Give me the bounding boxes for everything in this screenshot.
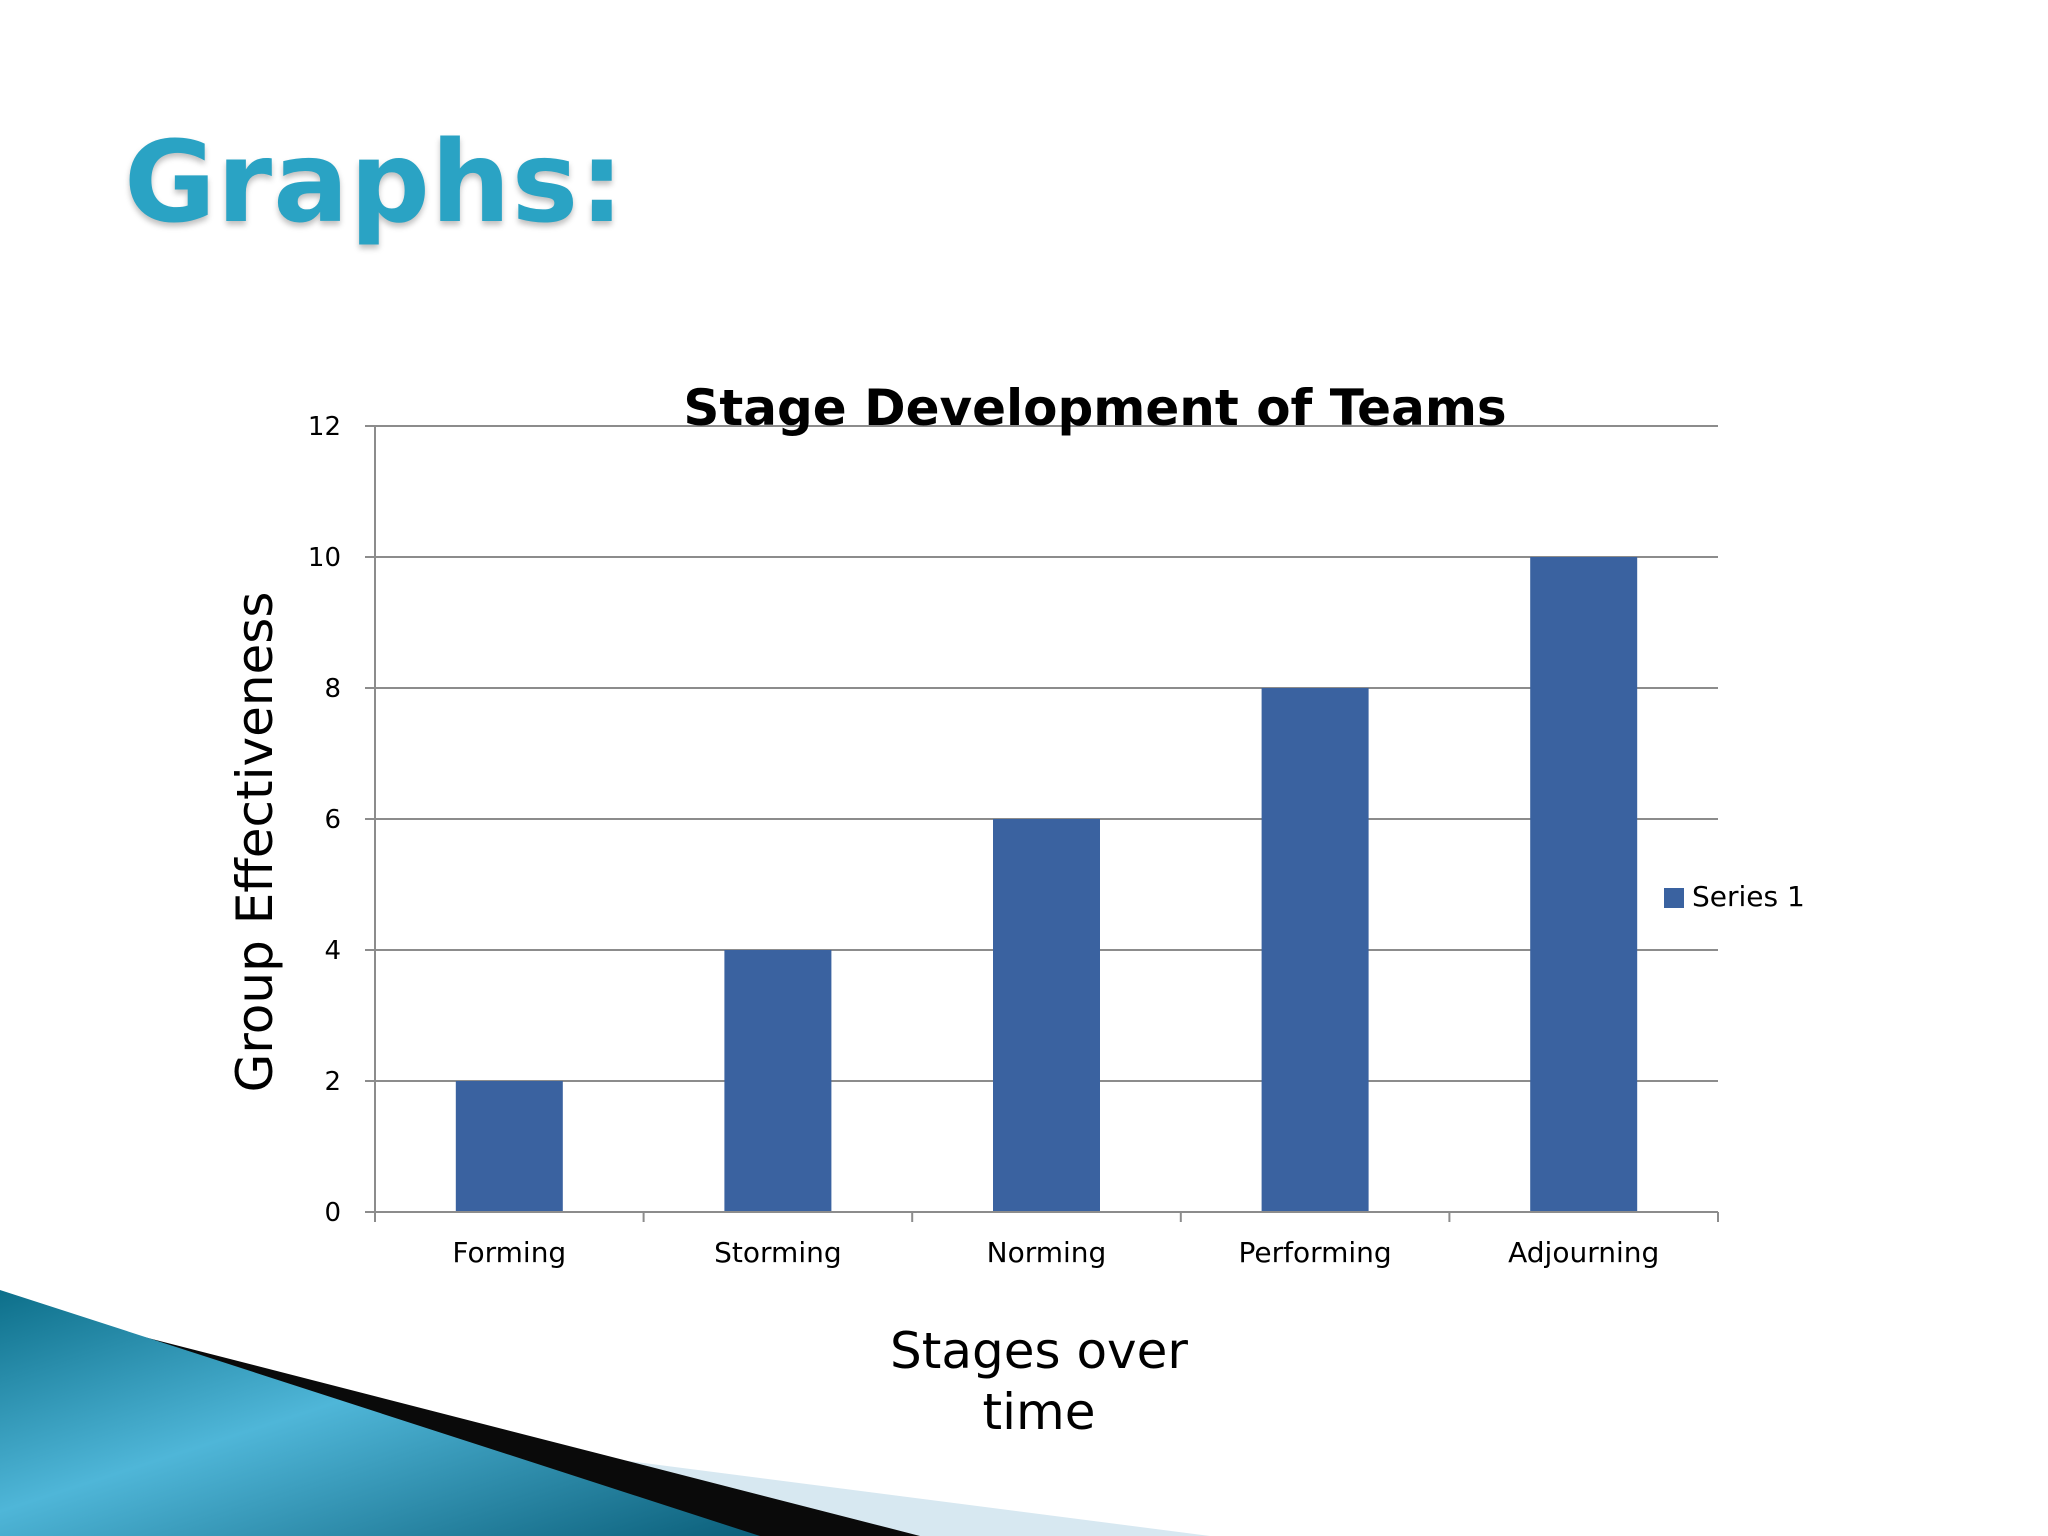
x-category-label: Storming — [714, 1236, 841, 1269]
y-tick-labels: 0 2 4 6 8 10 12 — [308, 412, 341, 1228]
bars — [455, 557, 1638, 1212]
bar — [993, 819, 1100, 1212]
x-axis-label-line-1: Stages over — [890, 1322, 1188, 1380]
x-axis-label-line-2: time — [983, 1383, 1096, 1441]
x-category-label: Adjourning — [1508, 1236, 1659, 1269]
x-category-label: Performing — [1238, 1236, 1391, 1269]
y-tick-label: 8 — [324, 674, 341, 704]
x-category-label: Norming — [987, 1236, 1107, 1269]
y-axis-label: Group Effectiveness — [226, 592, 284, 1093]
slide-title: Graphs: — [124, 118, 626, 248]
bar — [455, 1081, 563, 1212]
x-category-labels: Forming Storming Norming Performing Adjourni… — [452, 1236, 1659, 1269]
y-tick-label: 4 — [324, 936, 341, 966]
legend: Series 1 — [1664, 880, 1805, 913]
axes — [365, 426, 1719, 1222]
bar — [724, 950, 832, 1212]
y-tick-label: 6 — [324, 805, 341, 835]
y-tick-label: 0 — [324, 1198, 341, 1228]
x-category-label: Forming — [452, 1236, 566, 1269]
y-tick-label: 2 — [324, 1067, 341, 1097]
chart-title: Stage Development of Teams — [683, 379, 1506, 437]
bar — [1261, 688, 1369, 1212]
legend-swatch — [1664, 888, 1684, 908]
y-tick-label: 10 — [308, 543, 341, 573]
bar — [1530, 557, 1638, 1212]
legend-label: Series 1 — [1692, 880, 1805, 913]
y-tick-label: 12 — [308, 412, 341, 442]
